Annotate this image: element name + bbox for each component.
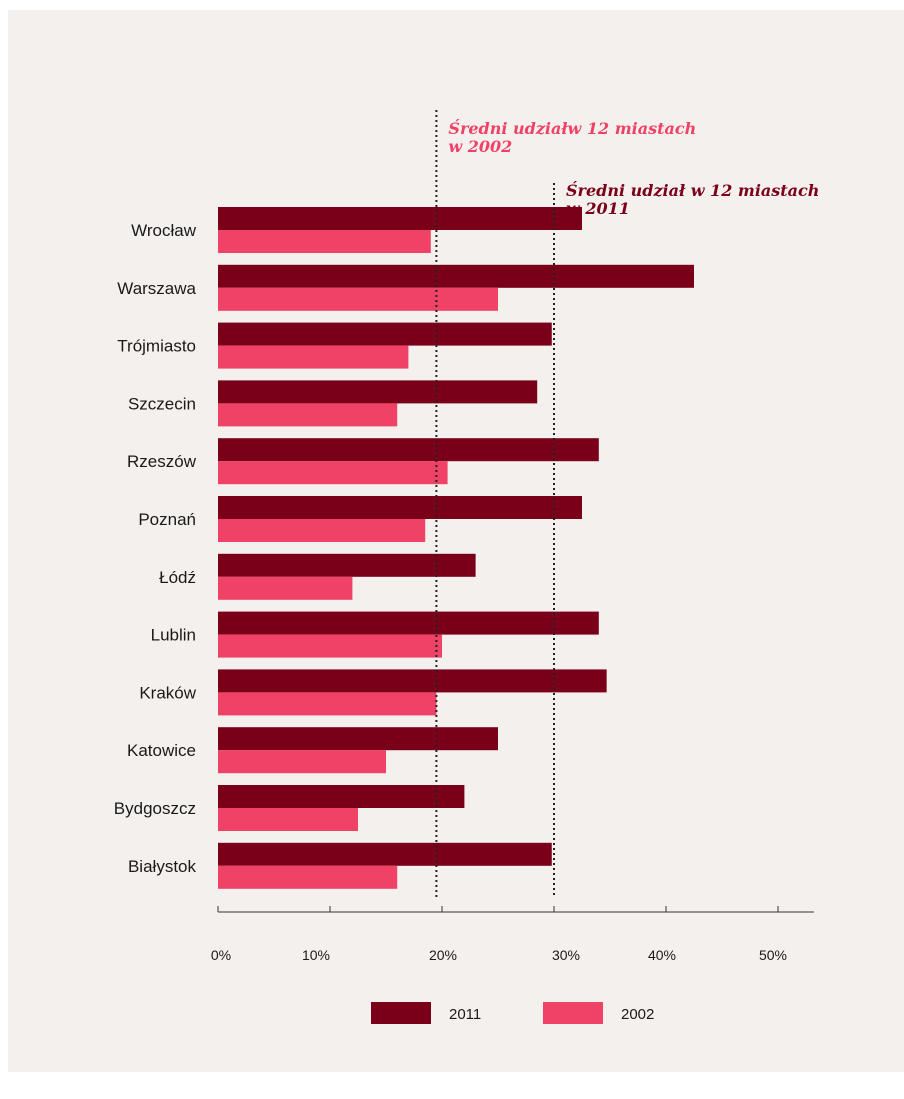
legend-swatch-2011 — [371, 1002, 431, 1024]
reference-label-2011-line2: w 2011 — [566, 199, 630, 218]
bar-szczecin-2002 — [218, 403, 398, 427]
bar-warszawa-2011 — [218, 264, 694, 288]
bar-bydgoszcz-2002 — [218, 808, 358, 831]
bar-katowice-2011 — [218, 727, 498, 751]
chart-panel — [8, 10, 904, 1072]
bars-group — [218, 207, 694, 889]
bar-krakow-2011 — [218, 669, 607, 693]
bar-warszawa-2002 — [218, 287, 498, 311]
bar-trojmiasto-2002 — [218, 345, 409, 369]
bar-wroclaw-2002 — [218, 230, 431, 253]
reference-label-2002-line1: Średni udziałw 12 miastach — [448, 118, 696, 138]
bar-krakow-2002 — [218, 692, 437, 716]
category-label-bialystok: Białystok — [128, 857, 197, 876]
reference-label-2002-line2: w 2002 — [448, 137, 512, 156]
x-tick-label-50: 50% — [759, 947, 787, 963]
category-label-szczecin: Szczecin — [128, 394, 196, 413]
category-label-wroclaw: Wrocław — [131, 221, 197, 240]
bar-bydgoszcz-2011 — [218, 785, 465, 808]
bar-poznan-2002 — [218, 519, 426, 542]
category-label-poznan: Poznań — [138, 510, 196, 529]
bar-lodz-2002 — [218, 576, 353, 600]
category-label-bydgoszcz: Bydgoszcz — [114, 799, 196, 818]
legend-swatch-2002 — [543, 1002, 603, 1024]
bar-rzeszow-2011 — [218, 438, 599, 462]
bar-wroclaw-2011 — [218, 207, 582, 230]
category-label-warszawa: Warszawa — [117, 279, 196, 298]
bar-poznan-2011 — [218, 496, 582, 519]
reference-lines-group: Średni udziałw 12 miastach w 2002 Średni… — [435, 110, 819, 898]
bar-bialystok-2002 — [218, 865, 398, 889]
x-tick-label-40: 40% — [648, 947, 676, 963]
bar-lodz-2011 — [218, 553, 476, 577]
bar-trojmiasto-2011 — [218, 322, 552, 346]
bar-lublin-2002 — [218, 634, 442, 658]
category-labels-group: Wrocław Warszawa Trójmiasto Szczecin Rzeszów… — [114, 221, 197, 876]
legend-label-2011: 2011 — [449, 1006, 481, 1023]
reference-label-2011-line1: Średni udział w 12 miastach — [566, 180, 819, 200]
category-label-lublin: Lublin — [151, 626, 196, 645]
x-tick-label-10: 10% — [302, 947, 330, 963]
category-label-lodz: Łódź — [159, 568, 196, 587]
category-label-krakow: Kraków — [139, 683, 196, 702]
legend-label-2002: 2002 — [621, 1006, 654, 1023]
legend: 2011 2002 — [371, 1002, 654, 1024]
x-axis: 0% 10% 20% 30% 40% 50% — [211, 906, 814, 963]
category-label-rzeszow: Rzeszów — [127, 452, 197, 471]
bar-rzeszow-2002 — [218, 461, 448, 485]
category-label-trojmiasto: Trójmiasto — [117, 337, 196, 356]
category-label-katowice: Katowice — [127, 741, 196, 760]
bar-lublin-2011 — [218, 611, 599, 635]
bar-bialystok-2011 — [218, 842, 552, 866]
x-tick-label-30: 30% — [552, 947, 580, 963]
bar-szczecin-2011 — [218, 380, 538, 404]
bar-katowice-2002 — [218, 750, 386, 774]
x-tick-label-20: 20% — [429, 947, 457, 963]
x-tick-label-0: 0% — [211, 947, 231, 963]
